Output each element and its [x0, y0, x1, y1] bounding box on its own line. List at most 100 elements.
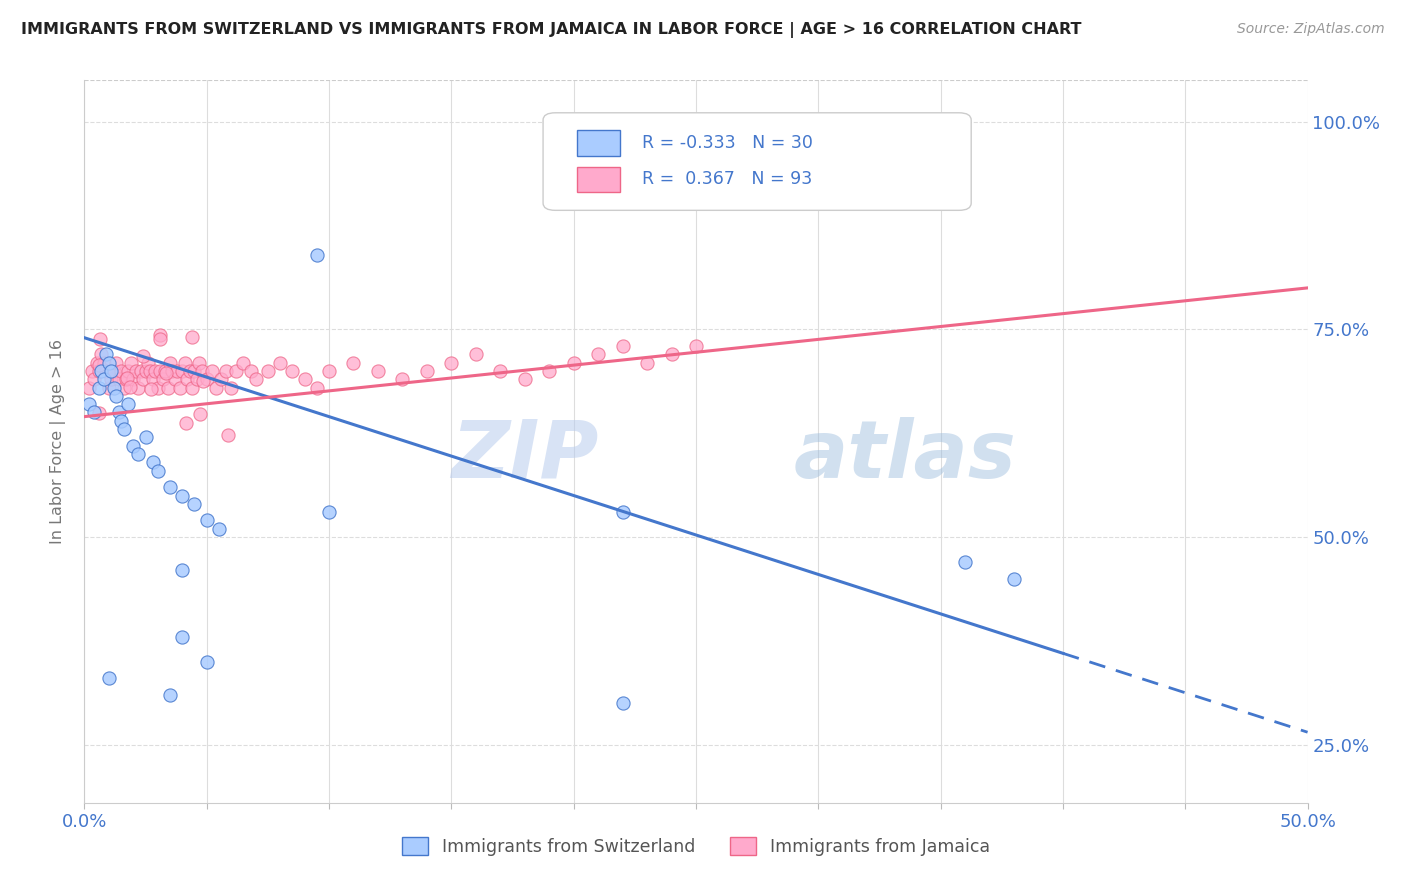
Point	[318, 364, 340, 378]
FancyBboxPatch shape	[543, 112, 972, 211]
Point	[305, 248, 328, 262]
Point	[120, 356, 142, 370]
Text: R =  0.367   N = 93: R = 0.367 N = 93	[643, 170, 813, 188]
Point	[163, 372, 186, 386]
Point	[636, 356, 658, 370]
Point	[122, 439, 145, 453]
Point	[225, 364, 247, 378]
Point	[1002, 572, 1025, 586]
Point	[612, 339, 634, 353]
Point	[117, 371, 139, 385]
Point	[127, 380, 149, 394]
Point	[125, 364, 148, 378]
Point	[186, 372, 208, 386]
Point	[136, 356, 159, 370]
Point	[440, 356, 463, 370]
Point	[146, 464, 169, 478]
Point	[217, 427, 239, 442]
FancyBboxPatch shape	[578, 167, 620, 192]
Point	[122, 372, 145, 386]
Point	[141, 382, 163, 396]
Text: Source: ZipAtlas.com: Source: ZipAtlas.com	[1237, 22, 1385, 37]
Point	[391, 372, 413, 386]
Point	[87, 380, 110, 394]
Point	[86, 356, 108, 370]
Point	[169, 380, 191, 394]
Point	[172, 563, 194, 577]
Point	[172, 364, 194, 378]
Point	[135, 364, 157, 378]
Point	[159, 480, 181, 494]
Point	[215, 364, 238, 378]
Point	[159, 356, 181, 370]
Point	[172, 630, 194, 644]
Point	[232, 356, 254, 370]
Point	[153, 364, 176, 378]
Point	[159, 688, 181, 702]
Point	[83, 372, 105, 386]
Point	[183, 364, 205, 378]
Point	[245, 372, 267, 386]
Text: IMMIGRANTS FROM SWITZERLAND VS IMMIGRANTS FROM JAMAICA IN LABOR FORCE | AGE > 16: IMMIGRANTS FROM SWITZERLAND VS IMMIGRANT…	[21, 22, 1081, 38]
Point	[513, 372, 536, 386]
Point	[132, 350, 155, 364]
Point	[87, 364, 110, 378]
Point	[142, 372, 165, 386]
Point	[562, 356, 585, 370]
Point	[538, 364, 561, 378]
Point	[155, 366, 177, 380]
Point	[120, 380, 142, 394]
Point	[105, 356, 128, 370]
Point	[110, 414, 132, 428]
Point	[80, 364, 103, 378]
Point	[89, 332, 111, 346]
Point	[97, 356, 120, 370]
Point	[342, 356, 364, 370]
Point	[193, 374, 215, 388]
Point	[105, 389, 128, 403]
Legend: Immigrants from Switzerland, Immigrants from Jamaica: Immigrants from Switzerland, Immigrants …	[395, 830, 997, 863]
FancyBboxPatch shape	[578, 130, 620, 156]
Point	[257, 364, 280, 378]
Point	[179, 364, 201, 378]
Point	[142, 455, 165, 469]
Point	[156, 380, 179, 394]
Point	[464, 347, 486, 361]
Point	[97, 671, 120, 685]
Point	[89, 405, 111, 419]
Point	[200, 364, 222, 378]
Point	[318, 505, 340, 519]
Point	[612, 505, 634, 519]
Point	[97, 380, 120, 394]
Point	[143, 364, 166, 378]
Point	[219, 380, 242, 394]
Point	[612, 696, 634, 710]
Text: ZIP: ZIP	[451, 417, 598, 495]
Point	[174, 416, 197, 430]
Point	[180, 330, 202, 344]
Point	[209, 372, 232, 386]
Point	[239, 364, 262, 378]
Point	[117, 364, 139, 378]
Point	[162, 364, 184, 378]
Point	[172, 489, 194, 503]
Point	[112, 422, 135, 436]
Point	[181, 380, 204, 394]
Point	[166, 364, 188, 378]
Point	[661, 347, 683, 361]
Point	[489, 364, 512, 378]
Point	[107, 405, 129, 419]
Point	[110, 364, 132, 378]
Point	[127, 447, 149, 461]
Point	[117, 397, 139, 411]
Point	[195, 513, 218, 527]
Point	[188, 356, 211, 370]
Point	[191, 364, 214, 378]
Point	[129, 364, 152, 378]
Point	[115, 372, 138, 386]
Point	[90, 364, 112, 378]
Point	[87, 358, 110, 372]
Point	[173, 356, 195, 370]
Point	[100, 364, 122, 378]
Point	[77, 380, 100, 394]
